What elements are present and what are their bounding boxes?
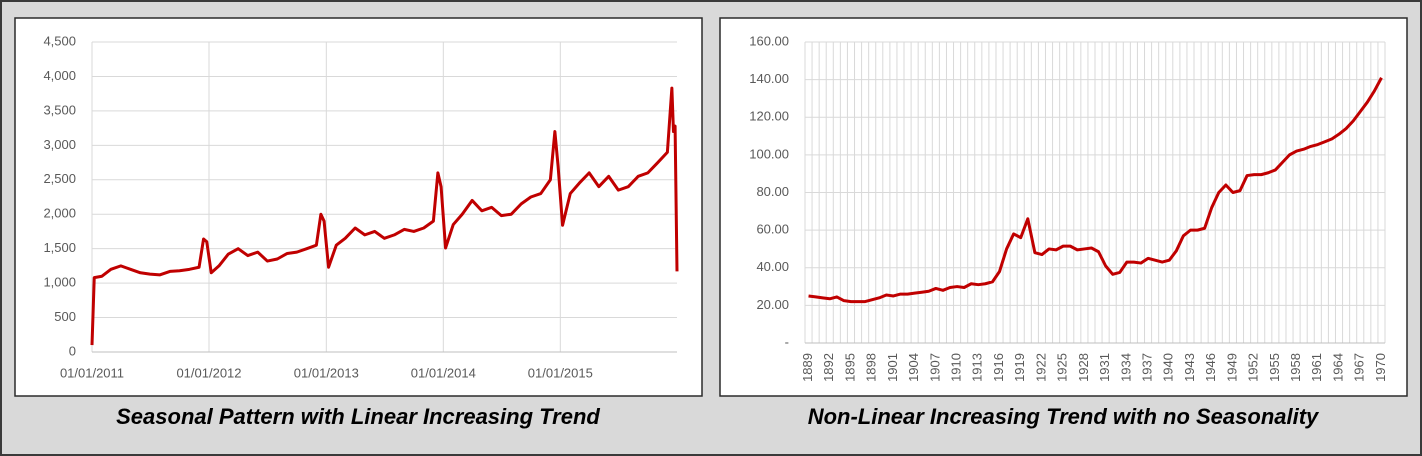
x-tick-label: 1913 (970, 353, 985, 382)
x-tick-label: 1949 (1224, 353, 1239, 382)
x-tick-label: 1898 (864, 353, 879, 382)
x-tick-label: 1955 (1267, 353, 1282, 382)
x-tick-label: 1925 (1055, 353, 1070, 382)
y-tick-label: 1,000 (43, 275, 76, 290)
data-line (90, 86, 679, 346)
x-tick-label: 1961 (1309, 353, 1324, 382)
data-line (808, 77, 1383, 304)
chart-panel (719, 17, 1408, 397)
y-tick-label: 160.00 (749, 33, 789, 48)
y-tick-label: 4,000 (43, 68, 76, 83)
x-tick-label: 01/01/2014 (411, 365, 476, 380)
x-tick-label: 1964 (1330, 353, 1345, 382)
x-tick-label: 1967 (1352, 353, 1367, 382)
x-tick-label: 1931 (1097, 353, 1112, 382)
y-tick-label: 2,500 (43, 171, 76, 186)
y-tick-label: 140.00 (749, 71, 789, 86)
y-tick-label: 500 (54, 309, 76, 324)
x-tick-label: 01/01/2013 (294, 365, 359, 380)
x-tick-label: 01/01/2011 (60, 365, 124, 380)
x-tick-label: 1943 (1182, 353, 1197, 382)
x-tick-label: 1937 (1139, 353, 1154, 382)
caption: Non-Linear Increasing Trend with no Seas… (808, 404, 1320, 429)
x-tick-label: 1919 (1012, 353, 1027, 382)
y-tick-label: 3,000 (43, 137, 76, 152)
x-tick-label: 1916 (991, 353, 1006, 382)
y-tick-label: 2,000 (43, 206, 76, 221)
x-tick-label: 1892 (821, 353, 836, 382)
x-tick-label: 01/01/2015 (528, 365, 593, 380)
x-tick-label: 1958 (1288, 353, 1303, 382)
x-tick-label: 1889 (800, 353, 815, 382)
x-tick-label: 1901 (885, 353, 900, 382)
y-tick-label: 0 (69, 343, 76, 358)
x-tick-label: 1895 (842, 353, 857, 382)
x-tick-label: 1910 (949, 353, 964, 382)
x-tick-label: 1940 (1161, 353, 1176, 382)
y-tick-label: 40.00 (756, 259, 789, 274)
x-tick-label: 01/01/2012 (176, 365, 241, 380)
y-tick-label: 60.00 (756, 222, 789, 237)
x-tick-label: 1970 (1373, 353, 1388, 382)
x-tick-label: 1928 (1076, 353, 1091, 382)
x-tick-label: 1904 (906, 353, 921, 382)
y-tick-label: 1,500 (43, 240, 76, 255)
chart-panel (14, 17, 703, 397)
y-tick-label: 120.00 (749, 109, 789, 124)
x-tick-label: 1907 (927, 353, 942, 382)
x-tick-label: 1922 (1033, 353, 1048, 382)
y-tick-label: 4,500 (43, 33, 76, 48)
y-tick-label: - (785, 334, 789, 349)
x-tick-label: 1934 (1118, 353, 1133, 382)
y-tick-label: 100.00 (749, 146, 789, 161)
y-tick-label: 3,500 (43, 102, 76, 117)
x-tick-label: 1946 (1203, 353, 1218, 382)
x-tick-label: 1952 (1246, 353, 1261, 382)
caption: Seasonal Pattern with Linear Increasing … (116, 404, 600, 429)
y-tick-label: 20.00 (756, 297, 789, 312)
y-tick-label: 80.00 (756, 184, 789, 199)
